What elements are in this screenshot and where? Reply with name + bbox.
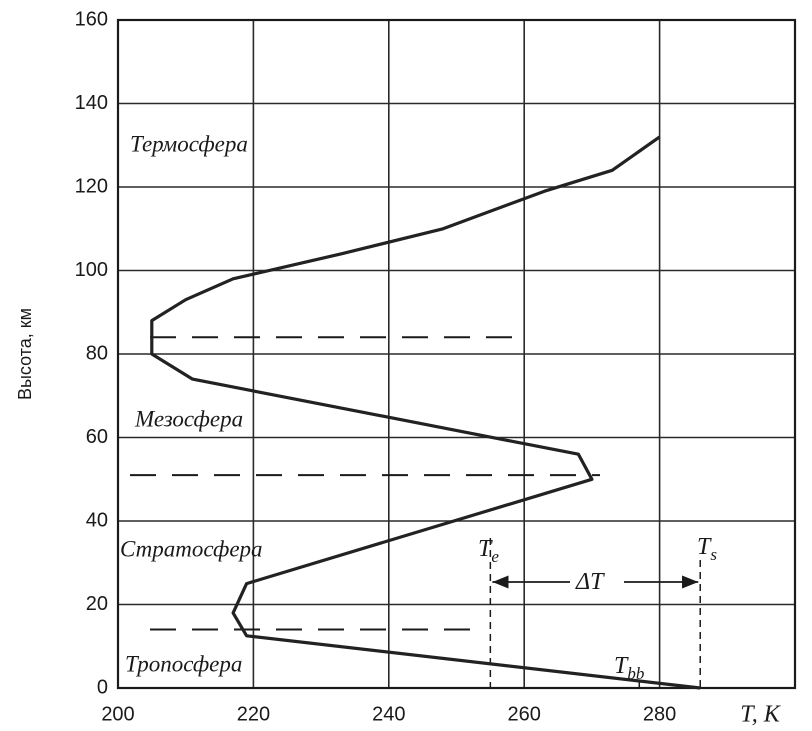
x-tick-label: 200 <box>101 703 134 725</box>
annotation-symbol: ΔT <box>575 569 605 595</box>
layer-label: Тропосфера <box>125 651 242 676</box>
layer-label: Стратосфера <box>120 536 263 561</box>
temperature-curve <box>150 135 701 690</box>
y-tick-label: 120 <box>75 175 108 197</box>
annotation-subscript: e <box>491 547 499 566</box>
annotation-symbol: T <box>614 653 629 679</box>
x-tick-label: 280 <box>643 703 676 725</box>
y-tick-label: 40 <box>86 509 108 531</box>
y-tick-label: 0 <box>97 676 108 698</box>
y-tick-label: 60 <box>86 426 108 448</box>
x-tick-label: 260 <box>508 703 541 725</box>
annotation-symbol: T <box>697 534 712 560</box>
annotation: ΔT <box>575 569 605 595</box>
y-tick-label: 140 <box>75 92 108 114</box>
plot-frame <box>116 18 797 690</box>
y-tick-label: 80 <box>86 342 108 364</box>
y-tick-label: 20 <box>86 593 108 615</box>
annotation-subscript: s <box>710 545 717 564</box>
x-tick-label: 240 <box>372 703 405 725</box>
annotation-symbol: T <box>478 536 493 562</box>
annotation: Te <box>478 536 499 566</box>
x-tick-label: 220 <box>237 703 270 725</box>
annotation: Tbb <box>614 653 644 683</box>
layer-label: Мезосфера <box>134 406 243 431</box>
annotation: Ts <box>697 534 717 564</box>
y-tick-label: 100 <box>75 259 108 281</box>
annotation-subscript: bb <box>627 664 644 683</box>
layer-label: Термосфера <box>130 131 248 156</box>
x-axis-label: T, K <box>740 702 782 728</box>
y-axis-label: Высота, км <box>15 308 35 400</box>
y-tick-label: 160 <box>75 8 108 30</box>
